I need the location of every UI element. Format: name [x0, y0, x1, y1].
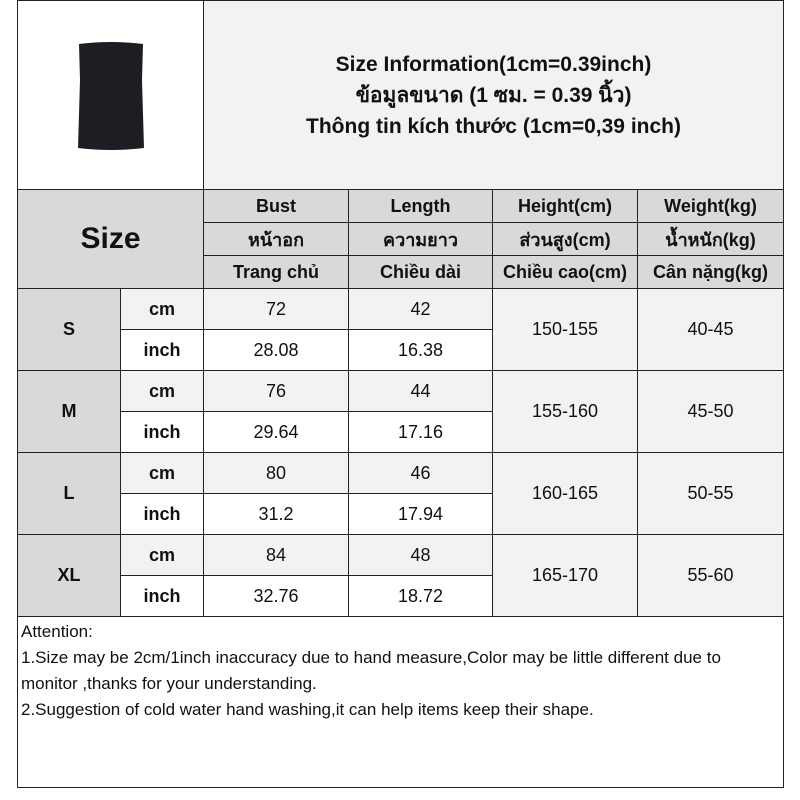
col-weight-th: น้ำหนัก(kg) [636, 222, 785, 256]
weight-range: 45-50 [636, 370, 785, 453]
height-range: 155-160 [492, 370, 638, 453]
unit-inch: inch [120, 575, 204, 617]
length-inch: 16.38 [348, 329, 493, 371]
size-info-title: Size Information(1cm=0.39inch) ข้อมูลขนา… [202, 0, 785, 190]
length-cm: 42 [348, 288, 493, 330]
unit-cm: cm [120, 534, 204, 576]
col-length-th: ความยาว [348, 222, 493, 256]
attention-heading: Attention: [21, 622, 93, 641]
attention-note: Attention: 1.Size may be 2cm/1inch inacc… [16, 616, 785, 788]
length-inch: 18.72 [348, 575, 493, 617]
size-chart: Size Information(1cm=0.39inch) ข้อมูลขนา… [16, 0, 785, 788]
col-weight-en: Weight(kg) [636, 189, 785, 223]
col-bust-vi: Trang chủ [203, 255, 349, 289]
unit-cm: cm [120, 370, 204, 412]
unit-inch: inch [120, 329, 204, 371]
length-cm: 46 [348, 452, 493, 494]
bust-inch: 32.76 [203, 575, 349, 617]
weight-range: 50-55 [636, 452, 785, 535]
col-height-vi: Chiều cao(cm) [492, 255, 638, 289]
bust-cm: 76 [203, 370, 349, 412]
col-bust-th: หน้าอก [203, 222, 349, 256]
weight-range: 55-60 [636, 534, 785, 617]
length-inch: 17.94 [348, 493, 493, 535]
size-label: S [17, 288, 121, 371]
attention-item-1: 1.Size may be 2cm/1inch inaccuracy due t… [21, 648, 721, 693]
size-label: M [17, 370, 121, 453]
product-image [77, 42, 144, 150]
bust-inch: 28.08 [203, 329, 349, 371]
col-height-th: ส่วนสูง(cm) [492, 222, 638, 256]
height-range: 165-170 [492, 534, 638, 617]
length-inch: 17.16 [348, 411, 493, 453]
col-height-en: Height(cm) [492, 189, 638, 223]
title-thai: ข้อมูลขนาด (1 ซม. = 0.39 นิ้ว) [355, 83, 632, 107]
col-length-en: Length [348, 189, 493, 223]
bust-inch: 31.2 [203, 493, 349, 535]
col-weight-vi: Cân nặng(kg) [636, 255, 785, 289]
bust-cm: 72 [203, 288, 349, 330]
unit-inch: inch [120, 411, 204, 453]
weight-range: 40-45 [636, 288, 785, 371]
bust-inch: 29.64 [203, 411, 349, 453]
bust-cm: 80 [203, 452, 349, 494]
size-label: L [17, 452, 121, 535]
attention-item-2: 2.Suggestion of cold water hand washing,… [21, 700, 594, 719]
col-bust-en: Bust [203, 189, 349, 223]
col-length-vi: Chiều dài [348, 255, 493, 289]
size-header: Size [17, 189, 204, 289]
unit-cm: cm [120, 452, 204, 494]
length-cm: 48 [348, 534, 493, 576]
title-vietnamese: Thông tin kích thước (1cm=0,39 inch) [306, 114, 681, 138]
title-english: Size Information(1cm=0.39inch) [335, 52, 652, 76]
product-image-cell [17, 0, 204, 190]
height-range: 160-165 [492, 452, 638, 535]
bust-cm: 84 [203, 534, 349, 576]
length-cm: 44 [348, 370, 493, 412]
height-range: 150-155 [492, 288, 638, 371]
unit-cm: cm [120, 288, 204, 330]
unit-inch: inch [120, 493, 204, 535]
size-label: XL [17, 534, 121, 617]
